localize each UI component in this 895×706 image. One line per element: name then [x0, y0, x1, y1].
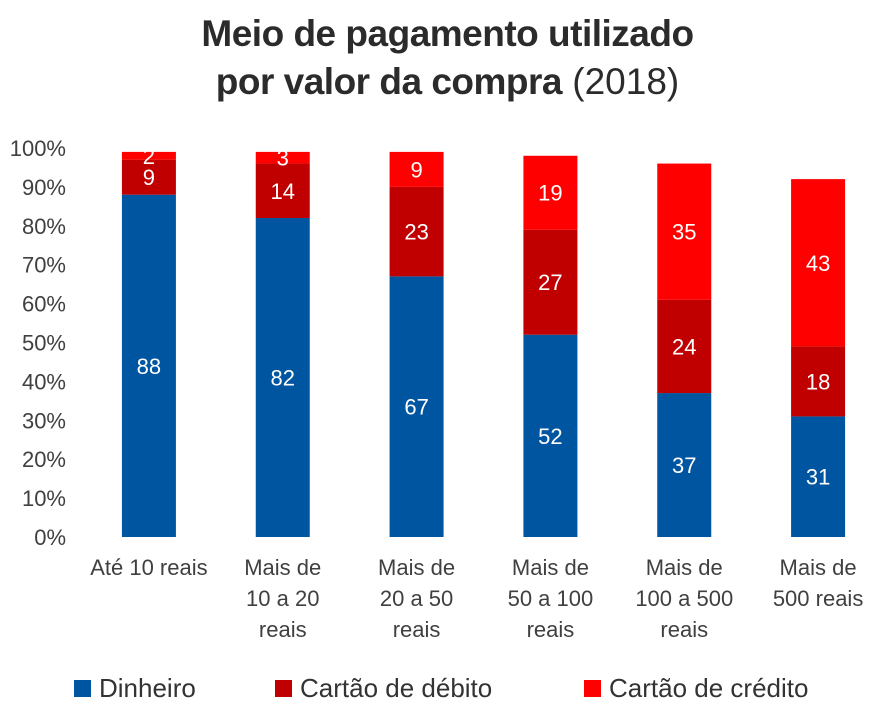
category-label: Mais de	[378, 555, 455, 580]
category-label: Mais de	[780, 555, 857, 580]
category-label: 500 reais	[773, 586, 864, 611]
data-label: 82	[271, 366, 295, 391]
data-label: 67	[404, 395, 428, 420]
legend-label-debito: Cartão de débito	[300, 672, 493, 703]
title-line-1: Meio de pagamento utilizado	[201, 13, 694, 54]
legend-item-dinheiro: Dinheiro	[74, 670, 196, 706]
data-label: 35	[672, 220, 696, 245]
bar-segment	[121, 151, 176, 160]
data-label: 37	[672, 453, 696, 478]
y-tick-label: 20%	[22, 447, 66, 472]
data-label: 14	[271, 179, 295, 204]
legend-label-credito: Cartão de crédito	[609, 672, 809, 703]
data-label: 27	[538, 270, 562, 295]
y-tick-label: 100%	[10, 136, 66, 161]
bar-segment	[255, 218, 310, 537]
data-label: 3	[277, 146, 289, 171]
y-tick-label: 80%	[22, 214, 66, 239]
category-label: Mais de	[512, 555, 589, 580]
category-label: 10 a 20	[246, 586, 319, 611]
y-tick-label: 0%	[34, 525, 66, 550]
category-label: reais	[259, 617, 307, 642]
bar-segment	[523, 155, 578, 230]
data-label: 9	[143, 165, 155, 190]
y-tick-label: 90%	[22, 175, 66, 200]
data-label: 9	[410, 157, 422, 182]
data-label: 88	[137, 354, 161, 379]
bar-segment	[791, 346, 846, 417]
y-tick-label: 50%	[22, 331, 66, 356]
bar-segment	[657, 393, 712, 537]
category-label: 50 a 100	[508, 586, 594, 611]
bar-segment	[121, 194, 176, 537]
bar-segment	[657, 163, 712, 300]
bar-segment	[523, 229, 578, 335]
bar-segment	[389, 186, 444, 277]
chart-title: Meio de pagamento utilizado por valor da…	[0, 10, 895, 106]
bar-segment	[523, 334, 578, 537]
bar-segment	[657, 299, 712, 394]
category-label: Mais de	[244, 555, 321, 580]
data-label: 2	[143, 144, 155, 169]
category-label: reais	[393, 617, 441, 642]
y-tick-label: 10%	[22, 486, 66, 511]
data-label: 23	[404, 220, 428, 245]
title-line-2: por valor da compra	[215, 61, 563, 102]
legend-swatch-debito	[275, 679, 292, 697]
data-label: 52	[538, 424, 562, 449]
y-tick-label: 60%	[22, 292, 66, 317]
legend-label-dinheiro: Dinheiro	[99, 672, 196, 703]
category-label: reais	[660, 617, 708, 642]
category-label: Mais de	[646, 555, 723, 580]
y-tick-label: 70%	[22, 253, 66, 278]
category-label: reais	[527, 617, 575, 642]
bar-segment	[121, 159, 176, 195]
legend-item-credito: Cartão de crédito	[584, 670, 808, 706]
data-label: 18	[806, 369, 830, 394]
title-year: (2018)	[572, 61, 680, 102]
data-label: 24	[672, 334, 696, 359]
bar-segment	[255, 151, 310, 164]
stacked-bar-chart: 0%10%20%30%40%50%60%70%80%90%100%8892Até…	[10, 136, 864, 642]
legend-item-debito: Cartão de débito	[275, 670, 492, 706]
bar-segment	[791, 179, 846, 347]
data-label: 43	[806, 251, 830, 276]
legend-swatch-credito	[584, 679, 601, 697]
category-label: 100 a 500	[635, 586, 733, 611]
bar-segment	[389, 151, 444, 187]
category-label: Até 10 reais	[90, 555, 207, 580]
y-tick-label: 40%	[22, 369, 66, 394]
category-label: 20 a 50	[380, 586, 453, 611]
y-tick-label: 30%	[22, 408, 66, 433]
bar-segment	[389, 276, 444, 537]
bar-segment	[791, 416, 846, 537]
data-label: 19	[538, 181, 562, 206]
bar-segment	[255, 163, 310, 219]
data-label: 31	[806, 465, 830, 490]
legend-swatch-dinheiro	[74, 679, 91, 697]
chart-legend: Dinheiro Cartão de débito Cartão de créd…	[0, 670, 895, 706]
